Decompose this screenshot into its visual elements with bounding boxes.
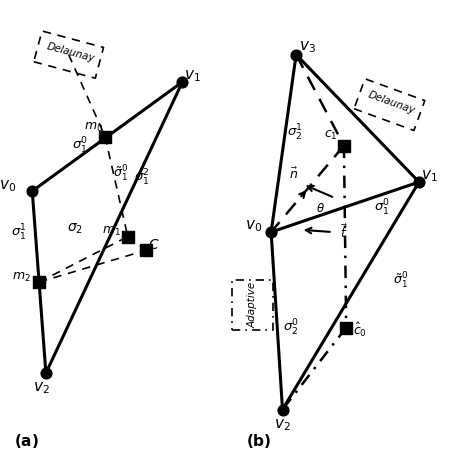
Text: $\sigma_2$: $\sigma_2$: [67, 222, 83, 237]
Text: $\sigma_2^0$: $\sigma_2^0$: [283, 318, 300, 339]
Text: $\mathbf{(b)}$: $\mathbf{(b)}$: [246, 432, 272, 450]
Text: $v_0$: $v_0$: [0, 178, 16, 193]
Text: Delaunay: Delaunay: [46, 41, 96, 64]
Text: $v_1$: $v_1$: [420, 169, 438, 184]
Text: Adaptive: Adaptive: [248, 282, 258, 328]
Text: $v_2$: $v_2$: [33, 380, 50, 396]
Text: $\vec{t}$: $\vec{t}$: [340, 223, 348, 241]
Point: [142, 247, 150, 254]
Text: $m_2$: $m_2$: [12, 271, 31, 284]
Text: $C$: $C$: [148, 238, 160, 252]
Text: $\sigma_1^2$: $\sigma_1^2$: [134, 168, 149, 188]
Point: [342, 324, 350, 331]
Text: $\sigma_1^0$: $\sigma_1^0$: [374, 197, 391, 218]
Point: [179, 78, 186, 86]
Point: [340, 142, 348, 149]
Text: $m_0$: $m_0$: [84, 121, 103, 134]
Text: $\tilde{\sigma}_1^0$: $\tilde{\sigma}_1^0$: [113, 163, 128, 184]
Text: $v_1$: $v_1$: [184, 69, 201, 84]
Text: $\tilde{\sigma}_1^0$: $\tilde{\sigma}_1^0$: [393, 270, 408, 291]
Text: Delaunay: Delaunay: [367, 89, 417, 116]
Point: [292, 51, 300, 58]
Text: $\hat{c}_0$: $\hat{c}_0$: [353, 320, 367, 339]
Text: $\vec{n}$: $\vec{n}$: [289, 167, 299, 182]
Text: $v_0$: $v_0$: [245, 219, 263, 234]
Text: $\sigma_1^0$: $\sigma_1^0$: [72, 136, 88, 157]
Text: $\sigma_2^1$: $\sigma_2^1$: [287, 122, 303, 143]
Text: $m_1$: $m_1$: [102, 225, 121, 238]
Text: $v_3$: $v_3$: [299, 39, 316, 55]
Point: [124, 233, 132, 240]
Text: $\theta$: $\theta$: [316, 202, 325, 215]
Point: [267, 228, 275, 236]
Point: [279, 406, 286, 413]
Point: [28, 187, 36, 195]
Text: $\sigma_1^1$: $\sigma_1^1$: [10, 222, 27, 243]
Point: [35, 278, 43, 286]
Point: [42, 369, 50, 377]
Point: [101, 133, 109, 140]
Text: $\mathbf{(a)}$: $\mathbf{(a)}$: [14, 432, 39, 450]
Text: $v_2$: $v_2$: [274, 418, 291, 433]
Point: [415, 178, 423, 186]
Text: $c_1$: $c_1$: [324, 128, 338, 142]
